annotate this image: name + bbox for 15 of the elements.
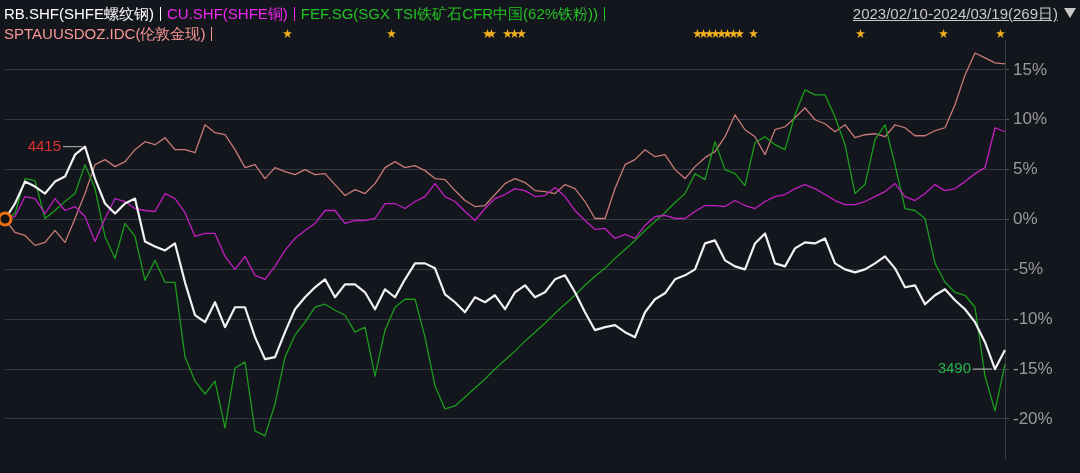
chart-subtitle: 2023/02/10-2024/03/19(269日) xyxy=(852,5,1058,24)
y-tick-label: 5% xyxy=(1013,159,1038,179)
y-tick-label: 0% xyxy=(1013,209,1038,229)
y-tick-label: -10% xyxy=(1013,308,1053,328)
y-tick-label: -5% xyxy=(1013,259,1044,279)
legend-label: CU.SHF(SHFE铜) xyxy=(167,5,295,22)
legend-label: SPTAUUSDOZ.IDC(伦敦金现) xyxy=(4,25,213,42)
legend-label: RB.SHF(SHFE螺纹钢) xyxy=(4,5,161,22)
annotation: 3490 xyxy=(937,359,972,377)
y-tick-label: -15% xyxy=(1013,358,1053,378)
y-tick-label: -20% xyxy=(1013,408,1053,428)
annotation: 4415 xyxy=(27,136,62,154)
y-tick-label: 10% xyxy=(1013,109,1048,129)
legend-label: FEF.SG(SGX TSI铁矿石CFR中国(62%铁粉)) xyxy=(300,5,606,22)
y-tick-label: 15% xyxy=(1013,59,1048,79)
